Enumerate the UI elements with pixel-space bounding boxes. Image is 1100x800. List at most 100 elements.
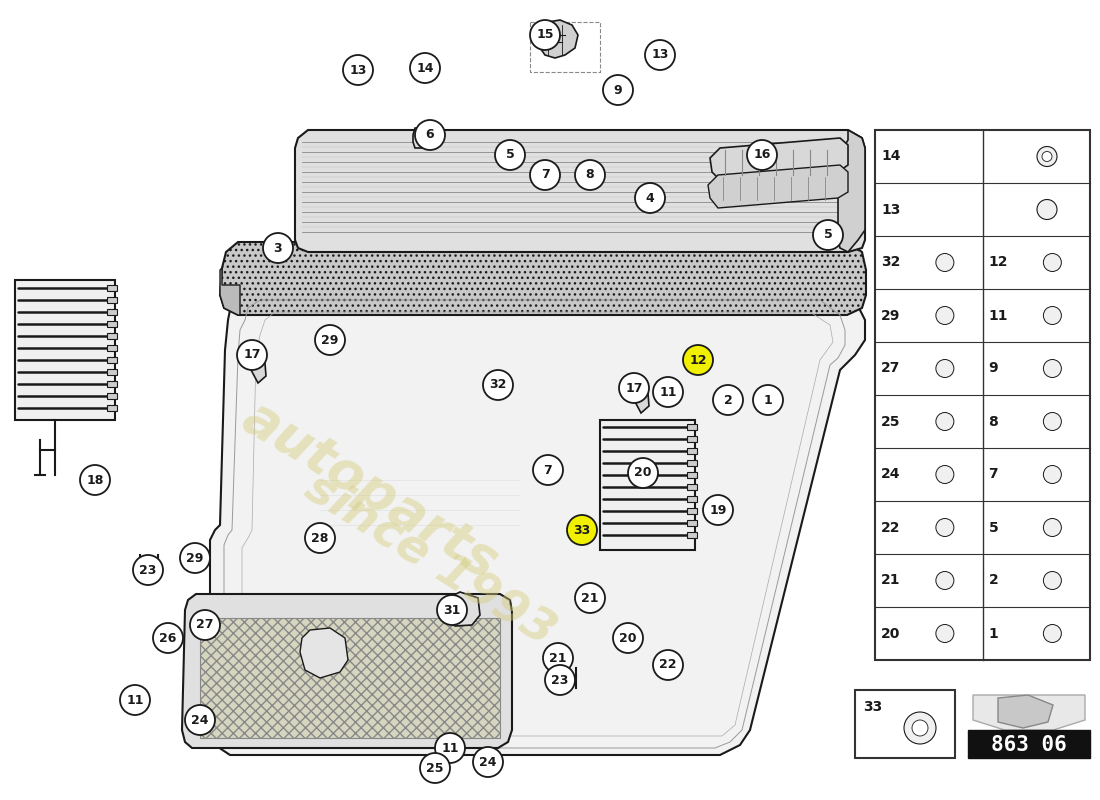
Circle shape <box>936 306 954 325</box>
Text: 11: 11 <box>126 694 144 706</box>
Bar <box>107 393 117 399</box>
Circle shape <box>437 595 468 625</box>
Text: 3: 3 <box>274 242 283 254</box>
Text: autoparts: autoparts <box>233 391 507 589</box>
Polygon shape <box>210 285 865 755</box>
Circle shape <box>1044 571 1061 590</box>
Circle shape <box>415 120 446 150</box>
Bar <box>107 321 117 327</box>
Text: 14: 14 <box>881 150 901 163</box>
Circle shape <box>190 610 220 640</box>
Circle shape <box>566 515 597 545</box>
Circle shape <box>904 712 936 744</box>
Text: 11: 11 <box>989 309 1008 322</box>
Text: 27: 27 <box>881 362 901 375</box>
Circle shape <box>133 555 163 585</box>
Text: 17: 17 <box>625 382 642 394</box>
Circle shape <box>1044 466 1061 483</box>
Bar <box>107 285 117 291</box>
Circle shape <box>180 543 210 573</box>
Bar <box>107 369 117 375</box>
Text: 6: 6 <box>426 129 434 142</box>
Text: 13: 13 <box>881 202 901 217</box>
Text: 26: 26 <box>160 631 177 645</box>
Text: 1: 1 <box>989 626 999 641</box>
Polygon shape <box>295 130 865 252</box>
Circle shape <box>483 370 513 400</box>
Text: 20: 20 <box>635 466 651 479</box>
Polygon shape <box>600 420 695 550</box>
Bar <box>107 345 117 351</box>
Polygon shape <box>708 165 848 208</box>
Circle shape <box>703 495 733 525</box>
Polygon shape <box>15 280 116 420</box>
Text: 8: 8 <box>585 169 594 182</box>
Bar <box>107 381 117 387</box>
Text: 863 06: 863 06 <box>991 735 1067 755</box>
Bar <box>688 496 697 502</box>
Text: 24: 24 <box>480 755 497 769</box>
Text: 29: 29 <box>881 309 901 322</box>
Polygon shape <box>710 138 848 180</box>
Circle shape <box>315 325 345 355</box>
Text: 33: 33 <box>573 523 591 537</box>
Circle shape <box>343 55 373 85</box>
Circle shape <box>1044 254 1061 271</box>
Text: 31: 31 <box>443 603 461 617</box>
Bar <box>107 405 117 411</box>
Circle shape <box>1044 518 1061 537</box>
Circle shape <box>754 385 783 415</box>
Bar <box>107 333 117 339</box>
Circle shape <box>263 233 293 263</box>
Circle shape <box>120 685 150 715</box>
Circle shape <box>1044 625 1061 642</box>
Text: 5: 5 <box>824 229 833 242</box>
Text: 20: 20 <box>619 631 637 645</box>
Text: 28: 28 <box>311 531 329 545</box>
Bar <box>688 448 697 454</box>
Text: 32: 32 <box>490 378 507 391</box>
Circle shape <box>473 747 503 777</box>
Text: 32: 32 <box>881 255 901 270</box>
Circle shape <box>747 140 777 170</box>
Text: 15: 15 <box>537 29 553 42</box>
Polygon shape <box>538 20 578 58</box>
Text: 24: 24 <box>191 714 209 726</box>
Circle shape <box>936 359 954 378</box>
Text: 2: 2 <box>724 394 733 406</box>
Text: 11: 11 <box>659 386 676 398</box>
Polygon shape <box>838 130 865 252</box>
Bar <box>688 532 697 538</box>
Text: 11: 11 <box>441 742 459 754</box>
Circle shape <box>1037 146 1057 166</box>
Polygon shape <box>250 348 266 383</box>
Text: since 1993: since 1993 <box>297 465 563 655</box>
Text: 22: 22 <box>881 521 901 534</box>
Circle shape <box>495 140 525 170</box>
Circle shape <box>619 373 649 403</box>
Circle shape <box>613 623 644 653</box>
Circle shape <box>713 385 743 415</box>
Circle shape <box>1044 306 1061 325</box>
Polygon shape <box>632 378 649 413</box>
Circle shape <box>936 625 954 642</box>
Text: 29: 29 <box>321 334 339 346</box>
Circle shape <box>543 643 573 673</box>
Bar <box>688 508 697 514</box>
Text: 33: 33 <box>864 700 882 714</box>
Circle shape <box>936 254 954 271</box>
Text: 12: 12 <box>989 255 1008 270</box>
Text: 19: 19 <box>710 503 727 517</box>
Circle shape <box>645 40 675 70</box>
Circle shape <box>1037 199 1057 219</box>
Bar <box>968 730 1090 758</box>
Bar <box>688 484 697 490</box>
Circle shape <box>575 583 605 613</box>
Circle shape <box>683 345 713 375</box>
Text: 25: 25 <box>881 414 901 429</box>
Polygon shape <box>220 268 240 315</box>
Circle shape <box>575 160 605 190</box>
Text: 17: 17 <box>243 349 261 362</box>
Polygon shape <box>300 628 348 678</box>
Circle shape <box>653 377 683 407</box>
